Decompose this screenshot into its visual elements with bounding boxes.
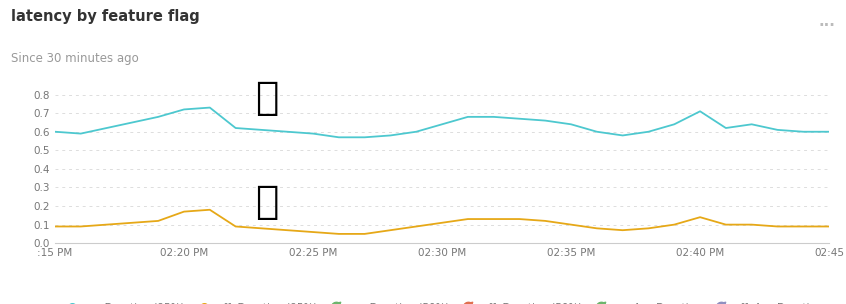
Text: 👍: 👍 bbox=[255, 183, 278, 221]
Text: latency by feature flag: latency by feature flag bbox=[11, 9, 200, 24]
Text: ···: ··· bbox=[819, 18, 836, 33]
Legend: on, Duration (95%), off, Duration (95%), on, Duration (50%), off, Duration (50%): on, Duration (95%), off, Duration (95%),… bbox=[58, 299, 827, 304]
Text: Since 30 minutes ago: Since 30 minutes ago bbox=[11, 52, 139, 65]
Text: 👎: 👎 bbox=[255, 79, 278, 117]
